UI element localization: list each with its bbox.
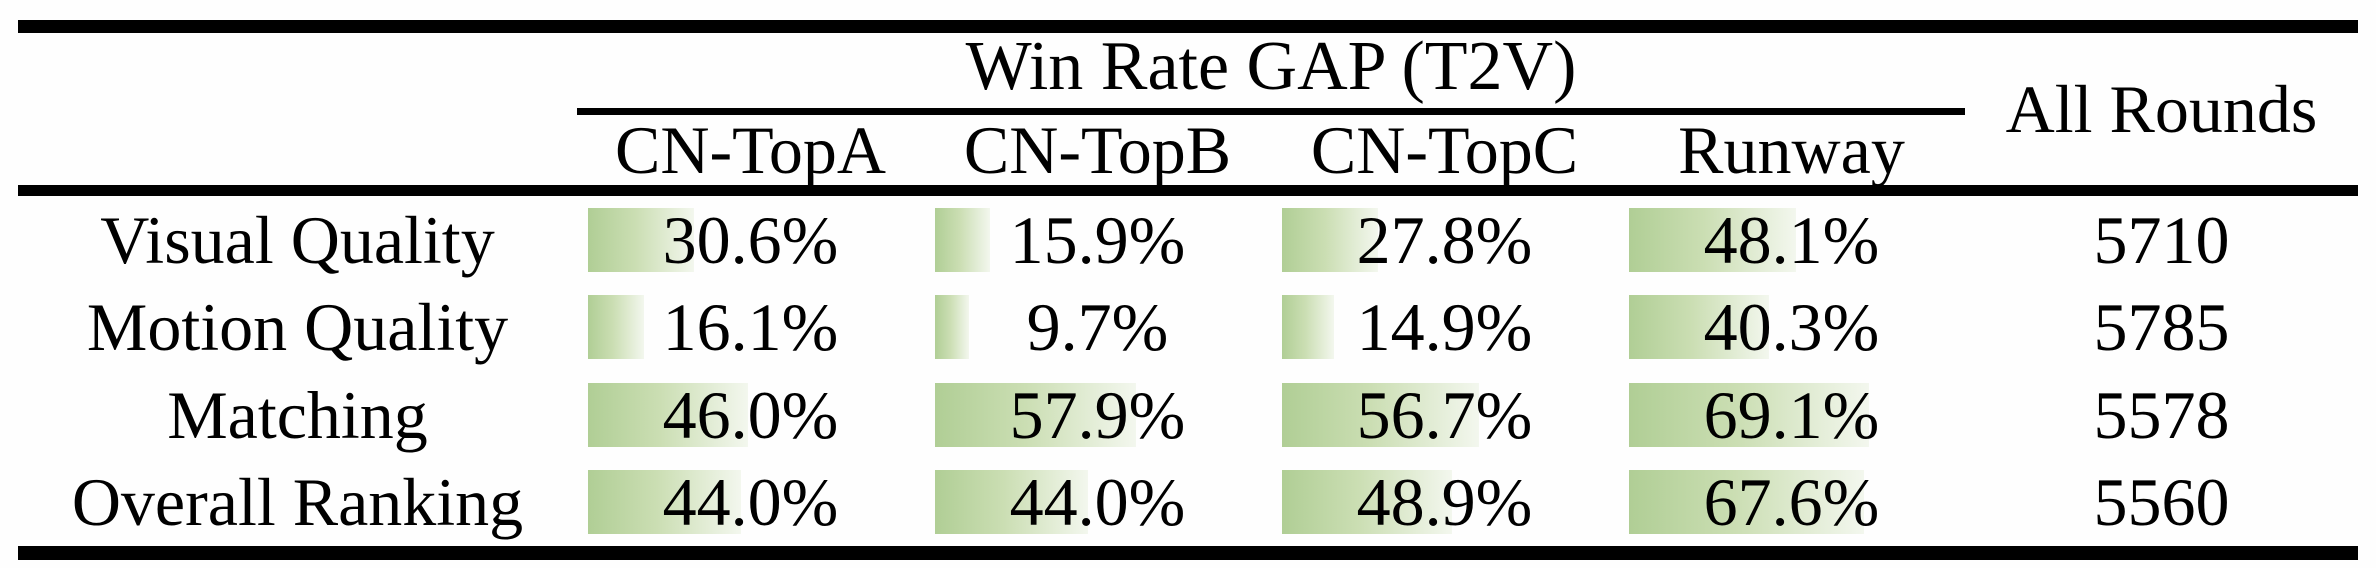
- winrate-cell: 15.9%: [924, 196, 1271, 284]
- table-body: Visual Quality 30.6% 15.9% 27.8% 48.1% 5710 Mo…: [18, 196, 2358, 546]
- header-separator-rule: [18, 185, 2358, 196]
- winrate-cell: 40.3%: [1618, 284, 1965, 372]
- winrate-cell: 27.8%: [1271, 196, 1618, 284]
- winrate-cell: 56.7%: [1271, 371, 1618, 459]
- table-row: Overall Ranking 44.0% 44.0% 48.9% 67.6% 5560: [18, 459, 2358, 547]
- all-rounds-value: 5785: [2093, 289, 2230, 366]
- winrate-value: 44.0%: [1009, 464, 1186, 541]
- row-label: Matching: [167, 376, 428, 453]
- winrate-bar: [1282, 207, 1379, 272]
- winrate-bar: [1629, 470, 1864, 535]
- winrate-cell: 48.1%: [1618, 196, 1965, 284]
- winrate-value: 9.7%: [1026, 289, 1169, 366]
- column-header-cn-topb: CN-TopB: [963, 112, 1232, 188]
- winrate-cell: 9.7%: [924, 284, 1271, 372]
- winrate-bar: [588, 295, 644, 360]
- winrate-bar: [935, 382, 1136, 447]
- column-header-runway: Runway: [1678, 112, 1905, 188]
- table-row: Matching 46.0% 57.9% 56.7% 69.1% 5578: [18, 371, 2358, 459]
- group-column-header: Win Rate GAP (T2V): [577, 32, 1965, 115]
- winrate-value: 30.6%: [662, 201, 839, 278]
- results-table: Win Rate GAP (T2V) CN-TopA CN-TopB CN-TopC…: [18, 20, 2358, 560]
- winrate-bar: [1282, 382, 1479, 447]
- winrate-cell: 44.0%: [577, 459, 924, 547]
- winrate-bar: [935, 207, 991, 272]
- table-bottom-rule: [18, 546, 2358, 560]
- column-header-cn-topa: CN-TopA: [614, 112, 886, 188]
- winrate-bar: [935, 295, 969, 360]
- all-rounds-value: 5710: [2093, 201, 2230, 278]
- table-top-rule: [18, 20, 2358, 33]
- table-header: Win Rate GAP (T2V) CN-TopA CN-TopB CN-TopC…: [18, 32, 2358, 188]
- column-header-cn-topc: CN-TopC: [1310, 112, 1579, 188]
- winrate-value: 56.7%: [1356, 376, 1533, 453]
- winrate-value: 57.9%: [1009, 376, 1186, 453]
- winrate-value: 67.6%: [1703, 464, 1880, 541]
- winrate-value: 16.1%: [662, 289, 839, 366]
- table-row: Motion Quality 16.1% 9.7% 14.9% 40.3% 5785: [18, 284, 2358, 372]
- all-rounds-value: 5560: [2093, 464, 2230, 541]
- winrate-value: 40.3%: [1703, 289, 1880, 366]
- winrate-bar: [1629, 382, 1869, 447]
- table-row: Visual Quality 30.6% 15.9% 27.8% 48.1% 5710: [18, 196, 2358, 284]
- winrate-bar: [588, 470, 741, 535]
- row-label: Overall Ranking: [71, 464, 524, 541]
- winrate-value: 48.9%: [1356, 464, 1533, 541]
- all-rounds-value: 5578: [2093, 376, 2230, 453]
- winrate-cell: 16.1%: [577, 284, 924, 372]
- winrate-value: 46.0%: [662, 376, 839, 453]
- row-label: Motion Quality: [86, 289, 509, 366]
- winrate-bar: [1282, 295, 1334, 360]
- winrate-cell: 69.1%: [1618, 371, 1965, 459]
- winrate-value: 48.1%: [1703, 201, 1880, 278]
- winrate-bar: [1629, 295, 1769, 360]
- all-rounds-column-header: All Rounds: [2005, 71, 2318, 147]
- winrate-bar: [1282, 470, 1452, 535]
- winrate-cell: 30.6%: [577, 196, 924, 284]
- winrate-value: 27.8%: [1356, 201, 1533, 278]
- winrate-bar: [935, 470, 1088, 535]
- winrate-value: 14.9%: [1356, 289, 1533, 366]
- winrate-cell: 46.0%: [577, 371, 924, 459]
- winrate-value: 44.0%: [662, 464, 839, 541]
- winrate-cell: 57.9%: [924, 371, 1271, 459]
- row-label: Visual Quality: [100, 201, 495, 278]
- winrate-bar: [1629, 207, 1796, 272]
- winrate-cell: 67.6%: [1618, 459, 1965, 547]
- winrate-cell: 14.9%: [1271, 284, 1618, 372]
- winrate-cell: 48.9%: [1271, 459, 1618, 547]
- winrate-value: 69.1%: [1703, 376, 1880, 453]
- winrate-bar: [588, 382, 748, 447]
- winrate-value: 15.9%: [1009, 201, 1186, 278]
- winrate-bar: [588, 207, 695, 272]
- winrate-cell: 44.0%: [924, 459, 1271, 547]
